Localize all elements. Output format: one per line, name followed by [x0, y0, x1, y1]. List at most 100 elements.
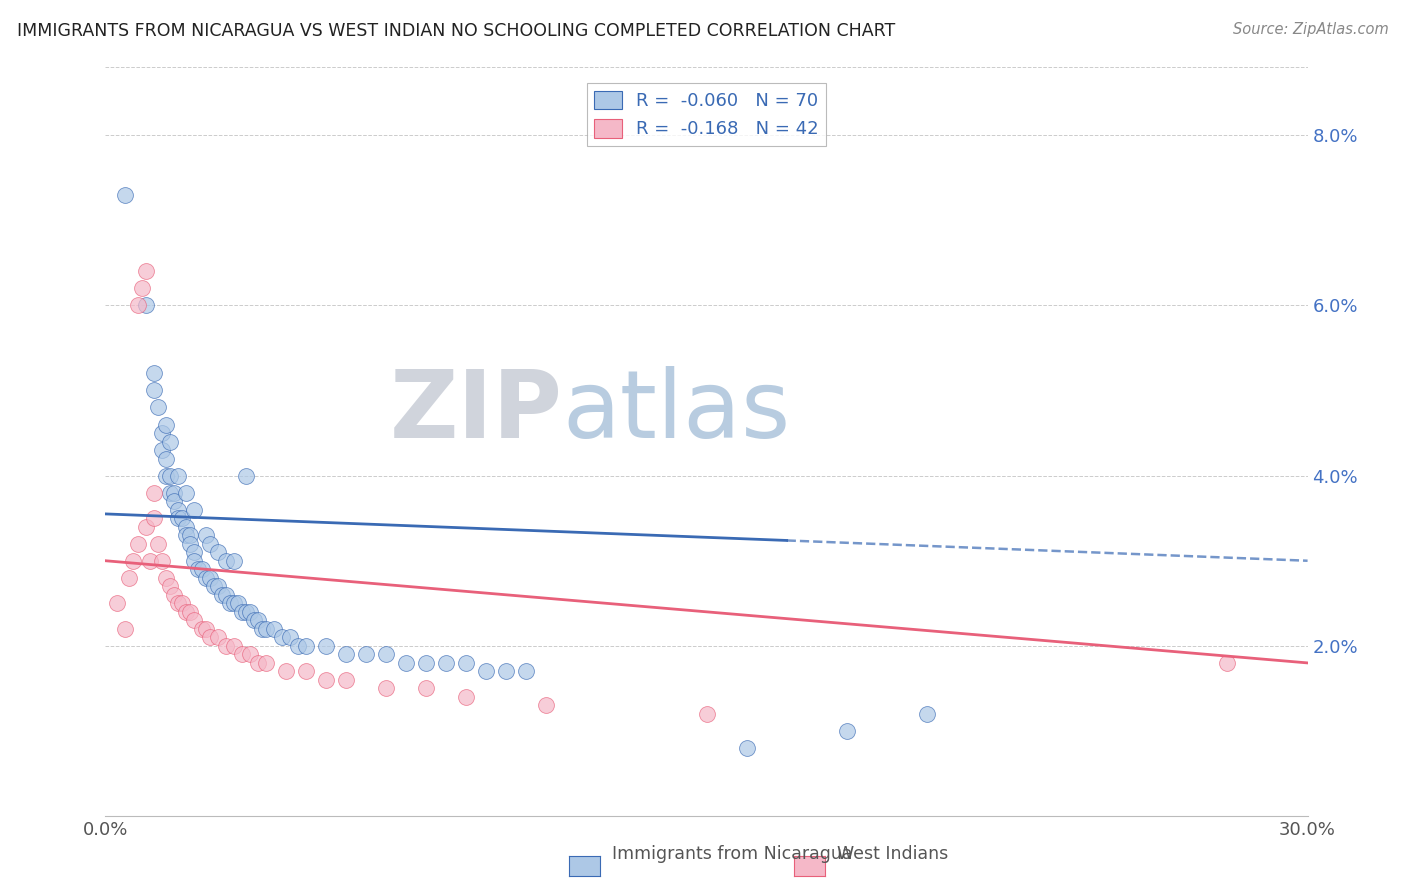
Point — [395, 656, 418, 670]
Point — [415, 656, 437, 670]
Point — [174, 528, 197, 542]
Point — [174, 519, 197, 533]
Point — [235, 605, 257, 619]
Point — [375, 648, 398, 662]
Point — [315, 639, 337, 653]
Point — [239, 605, 262, 619]
Point — [231, 648, 253, 662]
Point — [162, 588, 184, 602]
Point — [354, 648, 377, 662]
Point — [295, 639, 318, 653]
Point — [211, 588, 233, 602]
Point — [194, 571, 217, 585]
Point — [495, 665, 517, 679]
Point — [226, 596, 249, 610]
Point — [118, 571, 141, 585]
Point — [162, 485, 184, 500]
Point — [155, 468, 177, 483]
Point — [127, 537, 149, 551]
Legend: R =  -0.060   N = 70, R =  -0.168   N = 42: R = -0.060 N = 70, R = -0.168 N = 42 — [588, 84, 825, 145]
Point — [159, 579, 181, 593]
Point — [222, 596, 245, 610]
Point — [174, 485, 197, 500]
Point — [162, 494, 184, 508]
Point — [222, 639, 245, 653]
Point — [142, 384, 165, 398]
Text: atlas: atlas — [562, 366, 790, 458]
Point — [138, 554, 160, 568]
Point — [183, 554, 205, 568]
Point — [198, 631, 221, 645]
Point — [235, 468, 257, 483]
Point — [187, 562, 209, 576]
Point — [166, 596, 188, 610]
Point — [190, 562, 212, 576]
Point — [278, 631, 301, 645]
Point — [150, 425, 173, 440]
Point — [166, 502, 188, 516]
Point — [515, 665, 537, 679]
Point — [335, 673, 357, 687]
Point — [131, 281, 153, 295]
Point — [159, 434, 181, 449]
Point — [207, 631, 229, 645]
Point — [735, 741, 758, 756]
Point — [155, 451, 177, 466]
Point — [127, 298, 149, 312]
Point — [146, 537, 169, 551]
Text: ZIP: ZIP — [389, 366, 562, 458]
Point — [114, 622, 136, 636]
Point — [146, 401, 169, 415]
Point — [263, 622, 285, 636]
Point — [295, 665, 318, 679]
Point — [250, 622, 273, 636]
Point — [150, 554, 173, 568]
Point — [142, 485, 165, 500]
Point — [183, 613, 205, 627]
Point — [315, 673, 337, 687]
Point — [335, 648, 357, 662]
Point — [254, 622, 277, 636]
Point — [696, 706, 718, 721]
Point — [198, 537, 221, 551]
Point — [207, 579, 229, 593]
Point — [835, 724, 858, 739]
Point — [179, 537, 201, 551]
Point — [114, 187, 136, 202]
Point — [166, 511, 188, 525]
Point — [150, 443, 173, 458]
Point — [239, 648, 262, 662]
Point — [159, 485, 181, 500]
Point — [254, 656, 277, 670]
Point — [194, 528, 217, 542]
Point — [135, 264, 157, 278]
Point — [218, 596, 240, 610]
Point — [183, 545, 205, 559]
Point — [415, 681, 437, 696]
Point — [142, 367, 165, 381]
Point — [179, 605, 201, 619]
Point — [107, 596, 129, 610]
Point — [287, 639, 309, 653]
Point — [174, 605, 197, 619]
Point — [166, 468, 188, 483]
Point — [122, 554, 145, 568]
Point — [190, 622, 212, 636]
Text: Immigrants from Nicaragua: Immigrants from Nicaragua — [612, 846, 852, 863]
Point — [214, 588, 236, 602]
Point — [179, 528, 201, 542]
Point — [135, 519, 157, 533]
Text: Source: ZipAtlas.com: Source: ZipAtlas.com — [1233, 22, 1389, 37]
Point — [183, 502, 205, 516]
Point — [274, 665, 297, 679]
Point — [135, 298, 157, 312]
Point — [142, 511, 165, 525]
Point — [159, 468, 181, 483]
Point — [194, 622, 217, 636]
Point — [1216, 656, 1239, 670]
Point — [155, 417, 177, 432]
Point — [231, 605, 253, 619]
Point — [915, 706, 938, 721]
Point — [214, 639, 236, 653]
Point — [214, 554, 236, 568]
